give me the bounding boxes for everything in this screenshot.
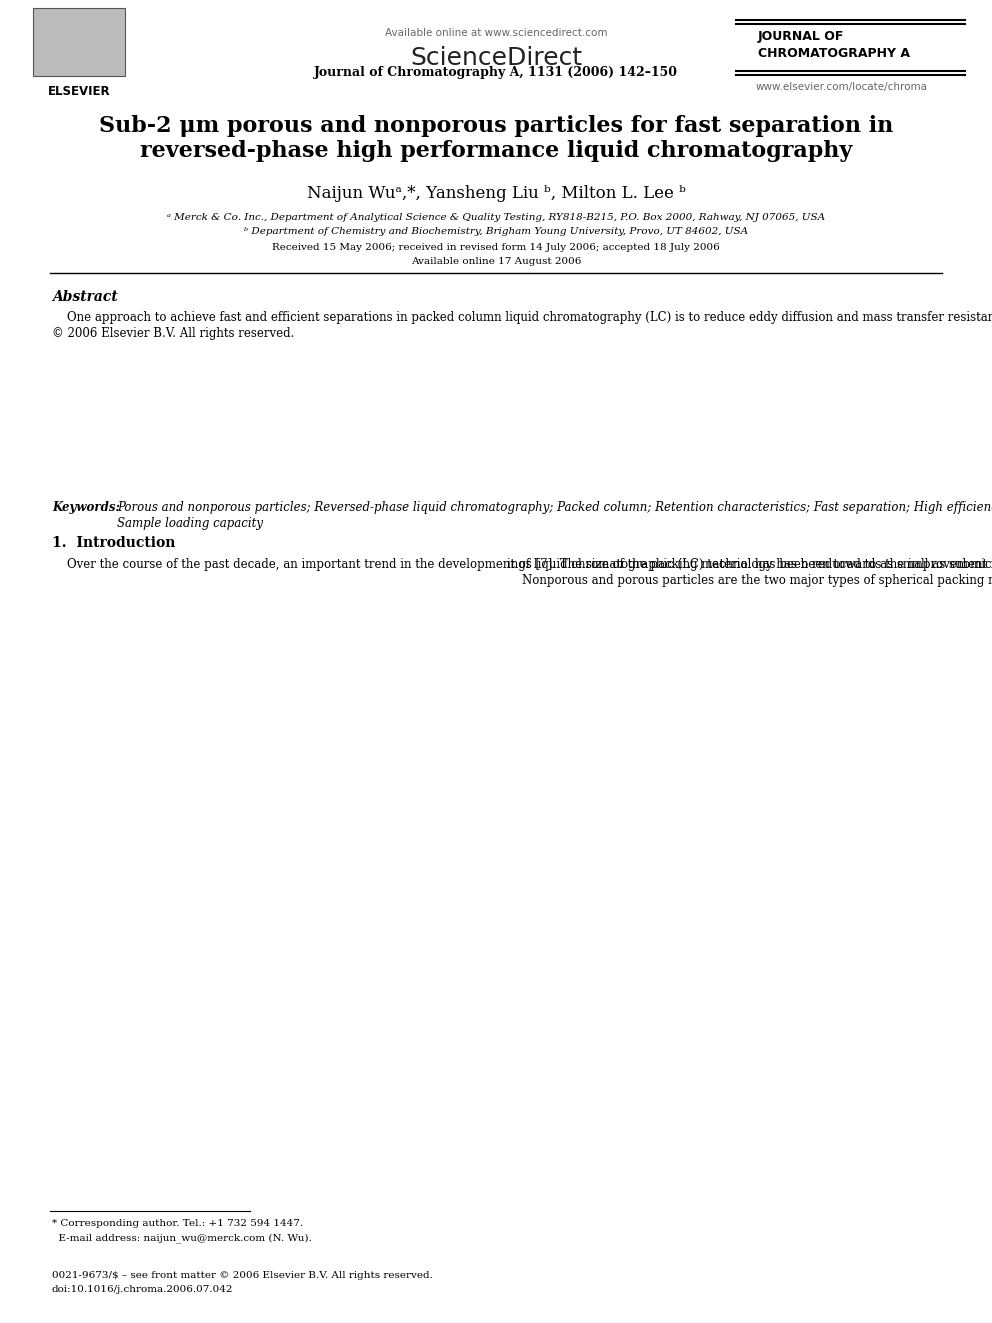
Text: Available online at www.sciencedirect.com: Available online at www.sciencedirect.co… <box>385 28 607 38</box>
Text: Porous and nonporous particles; Reversed-phase liquid chromatography; Packed col: Porous and nonporous particles; Reversed… <box>117 501 992 531</box>
Text: ScienceDirect: ScienceDirect <box>410 46 582 70</box>
Text: Over the course of the past decade, an important trend in the development of liq: Over the course of the past decade, an i… <box>52 558 992 572</box>
Text: Keywords:: Keywords: <box>52 501 124 515</box>
Text: Abstract: Abstract <box>52 290 118 304</box>
Text: Naijun Wuᵃ,*, Yansheng Liu ᵇ, Milton L. Lee ᵇ: Naijun Wuᵃ,*, Yansheng Liu ᵇ, Milton L. … <box>307 185 685 202</box>
Text: JOURNAL OF
CHROMATOGRAPHY A: JOURNAL OF CHROMATOGRAPHY A <box>758 30 910 60</box>
Text: ᵇ Department of Chemistry and Biochemistry, Brigham Young University, Provo, UT : ᵇ Department of Chemistry and Biochemist… <box>244 228 748 235</box>
Text: reversed-phase high performance liquid chromatography: reversed-phase high performance liquid c… <box>140 140 852 161</box>
Text: Available online 17 August 2006: Available online 17 August 2006 <box>411 257 581 266</box>
Text: 1.  Introduction: 1. Introduction <box>52 536 176 550</box>
Text: One approach to achieve fast and efficient separations in packed column liquid c: One approach to achieve fast and efficie… <box>52 311 992 340</box>
Text: ᵃ Merck & Co. Inc., Department of Analytical Science & Quality Testing, RY818-B2: ᵃ Merck & Co. Inc., Department of Analyt… <box>167 213 825 222</box>
Text: www.elsevier.com/locate/chroma: www.elsevier.com/locate/chroma <box>756 82 928 93</box>
Text: doi:10.1016/j.chroma.2006.07.042: doi:10.1016/j.chroma.2006.07.042 <box>52 1285 233 1294</box>
Text: * Corresponding author. Tel.: +1 732 594 1447.: * Corresponding author. Tel.: +1 732 594… <box>52 1218 304 1228</box>
Text: ELSEVIER: ELSEVIER <box>48 85 110 98</box>
Text: Received 15 May 2006; received in revised form 14 July 2006; accepted 18 July 20: Received 15 May 2006; received in revise… <box>272 243 720 251</box>
Text: Journal of Chromatography A, 1131 (2006) 142–150: Journal of Chromatography A, 1131 (2006)… <box>314 66 678 79</box>
Text: Sub-2 μm porous and nonporous particles for fast separation in: Sub-2 μm porous and nonporous particles … <box>99 115 893 138</box>
Bar <box>33 8 125 75</box>
Text: 0021-9673/$ – see front matter © 2006 Elsevier B.V. All rights reserved.: 0021-9673/$ – see front matter © 2006 El… <box>52 1271 433 1279</box>
Text: ings [7]. The size of the packing material has been reduced to as small as submi: ings [7]. The size of the packing materi… <box>507 558 992 587</box>
Text: E-mail address: naijun_wu@merck.com (N. Wu).: E-mail address: naijun_wu@merck.com (N. … <box>52 1233 311 1242</box>
